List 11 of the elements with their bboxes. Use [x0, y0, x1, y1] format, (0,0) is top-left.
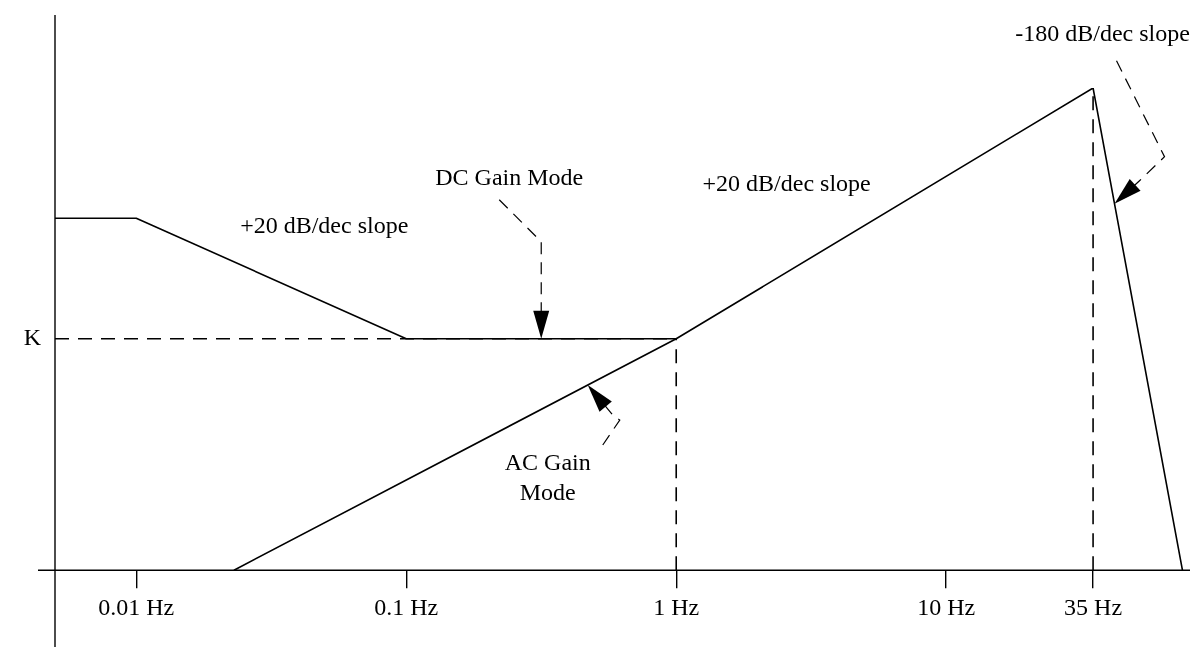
x-tick-label: 35 Hz [1064, 593, 1123, 620]
annotation: +20 dB/dec slope [702, 169, 871, 196]
text: -180 dB/dec slope [1015, 20, 1190, 47]
annotation: DC Gain Mode [435, 164, 584, 191]
text: K [23, 324, 42, 351]
x-tick-label: 0.1 Hz [374, 593, 439, 620]
x-tick-label: 1 Hz [653, 593, 700, 620]
annotation: +20 dB/dec slope [240, 211, 409, 238]
annotation: AC Gain Mode [504, 449, 591, 506]
x-tick-label: 10 Hz [917, 593, 976, 620]
x-tick-label: 0.01 Hz [98, 593, 175, 620]
